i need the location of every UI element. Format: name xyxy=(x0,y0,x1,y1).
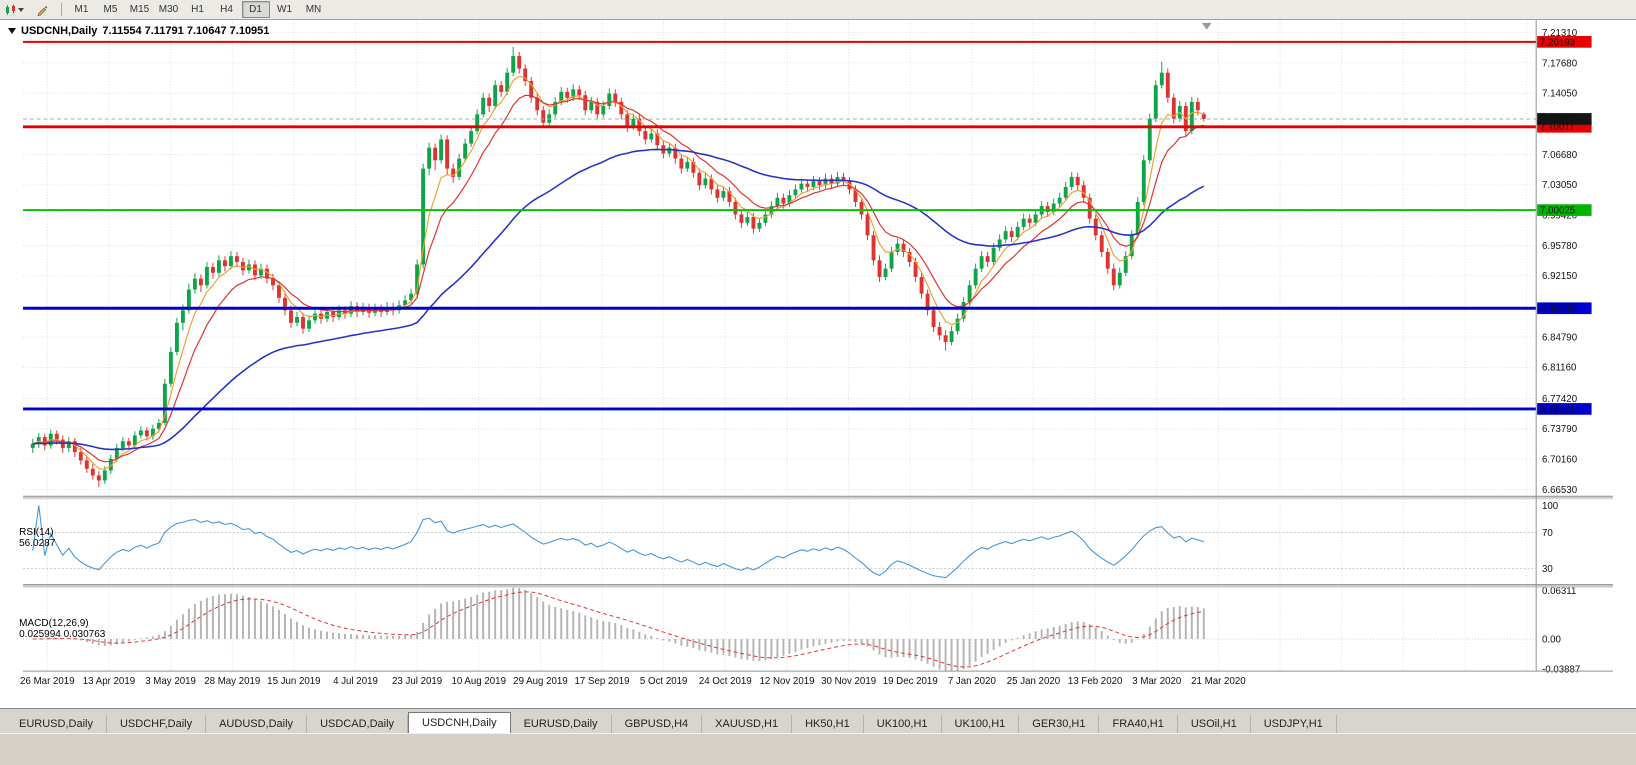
price-axis-label: 6.77420 xyxy=(1542,394,1578,405)
date-label: 3 Mar 2020 xyxy=(1132,676,1182,687)
date-label: 13 Feb 2020 xyxy=(1068,676,1123,687)
svg-text:7.00025: 7.00025 xyxy=(1540,205,1575,216)
price-axis-label: 6.81160 xyxy=(1542,363,1577,374)
price-marker-6.76171: 6.76171 xyxy=(1537,403,1592,415)
price-marker-7.10951: 7.10951 xyxy=(1537,113,1592,125)
date-label: 29 Aug 2019 xyxy=(513,676,568,687)
timeframe-w1[interactable]: W1 xyxy=(277,4,292,15)
candlesticks xyxy=(30,46,1206,488)
chart-tab-eurusd-daily[interactable]: EURUSD,Daily xyxy=(6,715,107,733)
chart-tab-uk100-h1[interactable]: UK100,H1 xyxy=(864,715,942,733)
date-label: 19 Dec 2019 xyxy=(883,676,938,687)
date-label: 17 Sep 2019 xyxy=(575,676,630,687)
svg-text:6.76171: 6.76171 xyxy=(1540,404,1575,415)
chart-type-button[interactable] xyxy=(1,1,27,19)
timeframe-m15[interactable]: M15 xyxy=(129,4,150,15)
timeframe-m30[interactable]: M30 xyxy=(158,4,179,15)
timeframe-d1[interactable]: D1 xyxy=(241,1,270,18)
price-axis-label: 7.06680 xyxy=(1542,150,1578,161)
chart-tab-gbpusd-h4[interactable]: GBPUSD,H4 xyxy=(612,715,703,733)
price-marker-7.10011: 7.10011 xyxy=(1537,120,1592,133)
price-axis-label: 6.66530 xyxy=(1542,485,1578,496)
price-axis-label: 6.73790 xyxy=(1542,424,1578,435)
price-axis-label: 7.21310 xyxy=(1542,28,1578,39)
price-marker-7.00025: 7.00025 xyxy=(1537,204,1592,216)
date-label: 7 Jan 2020 xyxy=(948,676,997,687)
date-label: 10 Aug 2019 xyxy=(451,676,506,687)
price-axis-label: 7.17680 xyxy=(1542,58,1578,69)
ema-fast-line xyxy=(32,75,1205,470)
pane-separator[interactable] xyxy=(23,584,1613,588)
date-label: 23 Jul 2019 xyxy=(392,676,442,687)
chart-tab-audusd-daily[interactable]: AUDUSD,Daily xyxy=(206,715,308,733)
chart-shift-marker[interactable] xyxy=(1201,22,1212,30)
chart-tab-usoil-h1[interactable]: USOil,H1 xyxy=(1178,715,1251,733)
edit-button[interactable] xyxy=(29,1,55,19)
chart-canvas[interactable]: 7.21310 7.17680 7.14050 7.06680 7.03050 6.994… xyxy=(0,20,1636,710)
price-axis-label: 6.99420 xyxy=(1542,211,1578,222)
timeframe-m5[interactable]: M5 xyxy=(103,4,118,15)
date-label: 30 Nov 2019 xyxy=(821,676,876,687)
date-label: 24 Oct 2019 xyxy=(699,676,752,687)
status-strip xyxy=(0,733,1636,765)
chart-tab-bar: EURUSD,Daily USDCHF,Daily AUDUSD,Daily USDC… xyxy=(0,708,1636,733)
macd-axis-label: 0.00 xyxy=(1542,634,1561,645)
macd-histogram xyxy=(37,587,1205,672)
chart-tab-uk100-h1[interactable]: UK100,H1 xyxy=(942,715,1020,733)
price-axis-label: 7.03050 xyxy=(1542,180,1578,191)
macd-axis-label: 0.06311 xyxy=(1542,586,1576,597)
chart-tab-hk50-h1[interactable]: HK50,H1 xyxy=(792,715,864,733)
price-axis-label: 6.95780 xyxy=(1542,241,1578,252)
macd-axis-label: -0.03887 xyxy=(1542,664,1580,675)
chart-tab-eurusd-daily[interactable]: EURUSD,Daily xyxy=(511,715,612,733)
svg-text:7.20193: 7.20193 xyxy=(1540,37,1575,48)
price-axis-label: 6.92150 xyxy=(1542,271,1578,282)
svg-text:6.88250: 6.88250 xyxy=(1540,304,1576,315)
price-axis-label: 7.14050 xyxy=(1542,88,1578,99)
macd-signal-line xyxy=(32,591,1204,668)
date-label: 15 Jun 2019 xyxy=(267,676,320,687)
date-label: 12 Nov 2019 xyxy=(759,676,814,687)
rsi-axis-label: 70 xyxy=(1542,528,1553,539)
chart-toolbar: M1 M5 M15 M30 H1 H4 D1 W1 MN xyxy=(0,0,1636,20)
price-marker-6.88250: 6.88250 xyxy=(1537,302,1592,315)
chart-tab-usdcad-daily[interactable]: USDCAD,Daily xyxy=(307,715,409,733)
date-label: 3 May 2019 xyxy=(145,676,196,687)
chart-tab-xauusd-h1[interactable]: XAUUSD,H1 xyxy=(702,715,793,733)
timeframe-h1[interactable]: H1 xyxy=(191,4,204,15)
date-label: 28 May 2019 xyxy=(204,676,260,687)
price-marker-7.20193: 7.20193 xyxy=(1537,36,1592,48)
toolbar-separator xyxy=(61,3,62,16)
date-label: 5 Oct 2019 xyxy=(640,676,687,687)
pencil-icon xyxy=(37,5,48,16)
svg-text:7.10951: 7.10951 xyxy=(1540,114,1575,125)
ema-slow-line xyxy=(32,148,1205,451)
chart-tab-ger30-h1[interactable]: GER30,H1 xyxy=(1019,715,1100,733)
date-label: 4 Jul 2019 xyxy=(333,676,378,687)
ema-medium-line xyxy=(32,94,1204,463)
timeframe-mn[interactable]: MN xyxy=(305,4,322,15)
pane-separator[interactable] xyxy=(23,496,1613,500)
chart-tab-usdchf-daily[interactable]: USDCHF,Daily xyxy=(107,715,207,733)
candlestick-chart-icon xyxy=(5,4,15,15)
price-axis-label: 6.70160 xyxy=(1542,454,1578,465)
timeframe-group: M1 M5 M15 M30 H1 H4 D1 W1 MN xyxy=(67,1,328,18)
date-label: 13 Apr 2019 xyxy=(83,676,135,687)
date-label: 26 Mar 2019 xyxy=(20,676,74,687)
svg-text:7.10011: 7.10011 xyxy=(1540,122,1574,133)
chevron-down-icon xyxy=(17,7,24,12)
rsi-axis-label: 30 xyxy=(1542,564,1553,575)
grid xyxy=(23,20,1537,672)
chart-tab-fra40-h1[interactable]: FRA40,H1 xyxy=(1099,715,1178,733)
rsi-line xyxy=(32,505,1204,579)
timeframe-h4[interactable]: H4 xyxy=(220,4,233,15)
chart-tab-usdcnh-daily[interactable]: USDCNH,Daily xyxy=(408,712,511,733)
date-label: 21 Mar 2020 xyxy=(1191,676,1246,687)
price-axis-label: 6.84790 xyxy=(1542,333,1578,344)
chart-tab-usdjpy-h1[interactable]: USDJPY,H1 xyxy=(1251,715,1337,733)
date-label: 25 Jan 2020 xyxy=(1007,676,1061,687)
timeframe-m1[interactable]: M1 xyxy=(74,4,89,15)
rsi-axis-label: 100 xyxy=(1542,501,1559,512)
